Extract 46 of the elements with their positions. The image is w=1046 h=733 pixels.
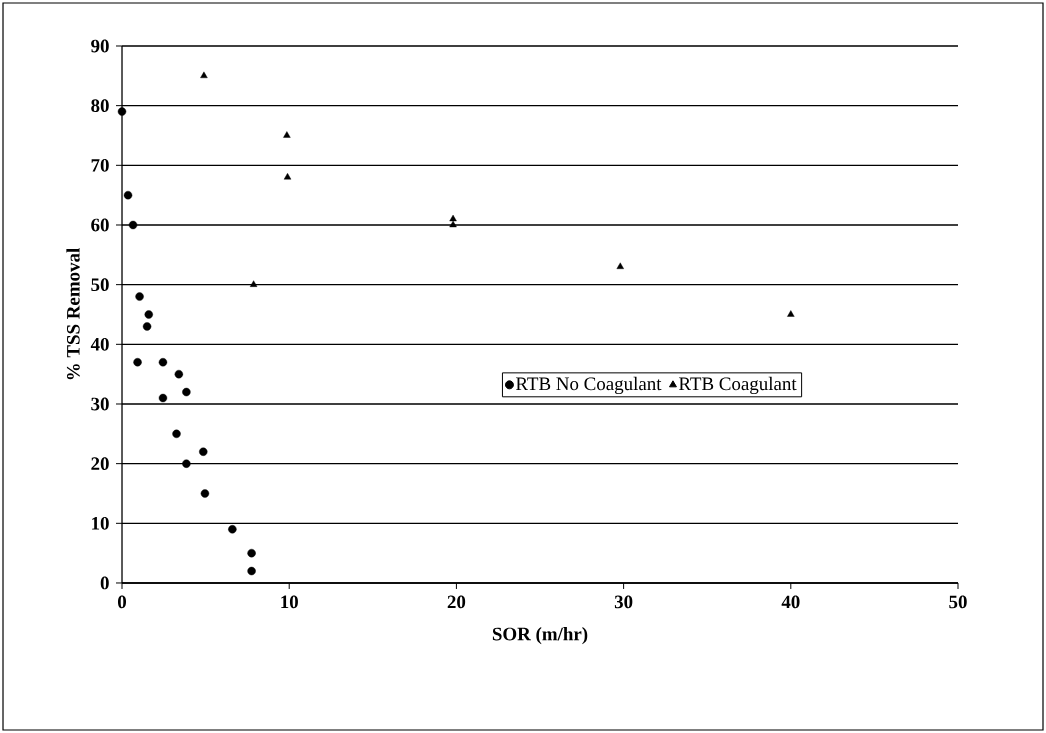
point [228,525,237,534]
point [158,393,168,403]
x-tick-label: 0 [118,595,127,609]
point [200,71,208,79]
point [158,358,168,367]
y-tick-label: 90 [91,39,109,53]
point [142,322,152,331]
point [249,280,258,287]
point [199,447,208,456]
point [117,107,127,116]
legend-label: RTB Coagulant [678,376,797,395]
y-tick-label: 60 [91,218,109,232]
x-tick-label: 50 [949,595,967,609]
point [787,310,795,317]
point [182,387,191,397]
point [200,489,210,498]
y-tick-label: 30 [91,397,109,411]
point [449,220,457,228]
point [283,173,292,180]
point [616,262,624,269]
x-tick-label: 30 [614,595,633,609]
point [449,214,457,222]
point [247,548,256,558]
point [174,369,184,379]
point [128,220,138,230]
x-tick-label: 10 [281,595,298,609]
y-tick-label: 10 [92,516,109,530]
point [133,358,142,367]
y-tick-label: 70 [91,158,109,172]
point [135,292,144,301]
y-axis-title: % TSS Removal [66,248,80,380]
point [283,131,291,138]
point [182,459,191,468]
point [247,566,256,576]
x-tick-label: 40 [781,595,800,609]
y-tick-label: 50 [91,278,109,292]
point [123,190,133,200]
legend-label: RTB No Coagulant [515,376,662,395]
y-tick-label: 20 [91,457,109,471]
x-tick-label: 20 [447,595,466,609]
point [144,310,153,319]
y-tick-label: 80 [91,99,109,113]
x-axis-title: SOR (m/hr) [492,627,588,645]
point [172,429,181,439]
y-tick-label: 0 [100,576,109,590]
y-tick-label: 40 [90,337,109,351]
